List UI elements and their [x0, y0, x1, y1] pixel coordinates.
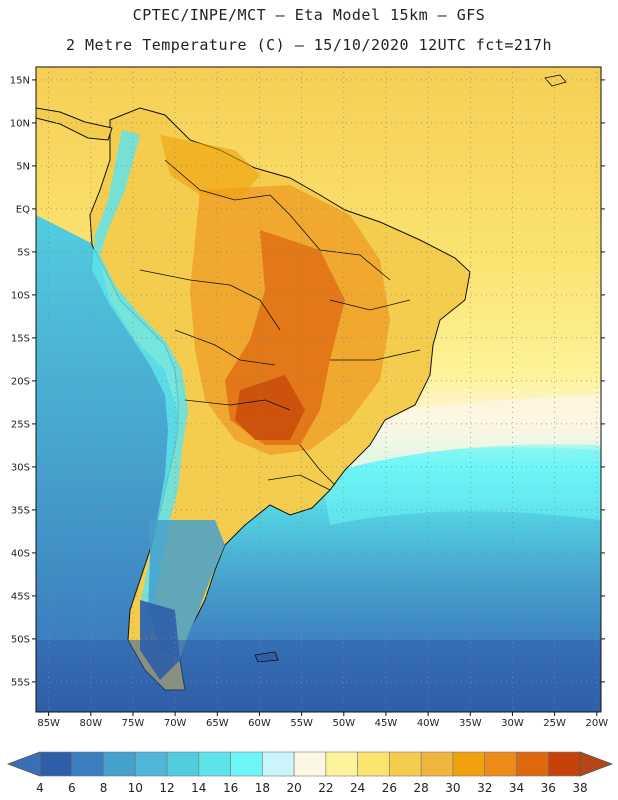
title-line-2: 2 Metre Temperature (C) – 15/10/2020 12U…: [65, 36, 553, 54]
north-warm: [160, 135, 260, 200]
colorbar-swatch: [452, 751, 486, 777]
colorbar-label: 22: [318, 781, 333, 795]
colorbar-swatch: [262, 751, 295, 777]
colorbar-label: 34: [509, 781, 524, 795]
central-america-land: [36, 107, 113, 141]
lon-tick-label: 35W: [459, 718, 482, 729]
southern-ocean-cold: [36, 640, 601, 712]
lon-tick-label: 30W: [501, 718, 524, 729]
colorbar: 4 6 8 10 12 14 16 18 20 22 24 26 28 30 32 34 36 38: [6, 751, 614, 795]
colorbar-swatch: [71, 751, 104, 777]
map-frame: [35, 66, 602, 713]
colorbar-label: 16: [223, 781, 238, 795]
colorbar-swatch: [198, 751, 231, 777]
latitude-axis: 15N 10N 5N EQ 5S 10S 15S 20S 25S 30S 35S 40S 45S 50S 5…: [10, 75, 605, 688]
colorbar-label: 26: [382, 781, 397, 795]
lat-tick-label: 10N: [10, 118, 30, 129]
colorbar-label: 10: [128, 781, 143, 795]
lon-tick-label: 70W: [164, 718, 187, 729]
lat-tick-label: EQ: [16, 204, 30, 215]
lon-tick-label: 75W: [122, 718, 145, 729]
colorbar-label: 24: [350, 781, 365, 795]
lon-tick-label: 40W: [417, 718, 440, 729]
colorbar-label: 8: [100, 781, 108, 795]
longitude-axis: 85W 80W 75W 70W 65W 60W 55W 50W 45W 40W 35W 30W 25W 2…: [37, 712, 608, 729]
lon-tick-label: 85W: [37, 718, 60, 729]
colorbar-swatch: [516, 751, 549, 777]
lon-tick-label: 20W: [585, 718, 608, 729]
lat-tick-label: 5N: [16, 161, 30, 172]
lon-tick-label: 25W: [543, 718, 566, 729]
colorbar-swatch: [39, 751, 73, 777]
colorbar-label: 6: [68, 781, 76, 795]
colorbar-swatch: [103, 751, 136, 777]
lon-tick-label: 50W: [332, 718, 355, 729]
colorbar-below-arrow: [6, 751, 41, 777]
hottest-core: [235, 375, 305, 440]
colorbar-label: 18: [255, 781, 270, 795]
lat-tick-label: 55S: [11, 677, 30, 688]
lat-tick-label: 50S: [11, 634, 30, 645]
atlantic-cool-band: [320, 447, 601, 525]
colorbar-swatch: [547, 751, 581, 777]
colorbar-swatch: [420, 751, 454, 777]
falkland-islands: [254, 651, 279, 663]
lat-tick-label: 30S: [11, 462, 30, 473]
colorbar-label: 4: [36, 781, 44, 795]
lon-tick-label: 80W: [80, 718, 103, 729]
colorbar-label: 20: [286, 781, 301, 795]
lon-tick-label: 45W: [375, 718, 398, 729]
plot-area: [36, 67, 601, 712]
andes-cold-ridge: [92, 130, 188, 640]
lat-tick-label: 25S: [11, 419, 30, 430]
colorbar-above-arrow: [579, 751, 614, 777]
title-line-1: CPTEC/INPE/MCT – Eta Model 15km – GFS: [132, 6, 486, 24]
colorbar-label: 32: [477, 781, 492, 795]
lat-tick-label: 40S: [11, 548, 30, 559]
colorbar-label: 28: [414, 781, 429, 795]
lat-tick-label: 20S: [11, 376, 30, 387]
lat-tick-label: 35S: [11, 505, 30, 516]
caribbean-islands: [544, 74, 567, 87]
lat-tick-label: 15N: [10, 75, 30, 86]
lat-tick-label: 45S: [11, 591, 30, 602]
grid-lines: [36, 67, 601, 712]
colorbar-label: 12: [159, 781, 174, 795]
lat-tick-label: 15S: [11, 333, 30, 344]
colorbar-label: 36: [541, 781, 556, 795]
colorbar-label: 30: [445, 781, 460, 795]
country-borders: [139, 159, 421, 491]
colorbar-swatch: [230, 751, 263, 777]
colorbar-swatch: [389, 751, 422, 777]
lat-tick-label: 10S: [11, 290, 30, 301]
colorbar-swatch: [293, 751, 327, 777]
colorbar-swatch: [166, 751, 200, 777]
lon-tick-label: 55W: [290, 718, 313, 729]
pacific-cool-water: [36, 215, 180, 640]
lat-tick-label: 5S: [17, 247, 30, 258]
lon-tick-label: 60W: [248, 718, 271, 729]
lon-tick-label: 65W: [206, 718, 229, 729]
colorbar-swatch: [134, 751, 168, 777]
colorbar-swatch: [357, 751, 390, 777]
colorbar-swatch: [325, 751, 358, 777]
colorbar-label: 38: [572, 781, 587, 795]
colorbar-label: 14: [191, 781, 206, 795]
colorbar-swatch: [484, 751, 517, 777]
